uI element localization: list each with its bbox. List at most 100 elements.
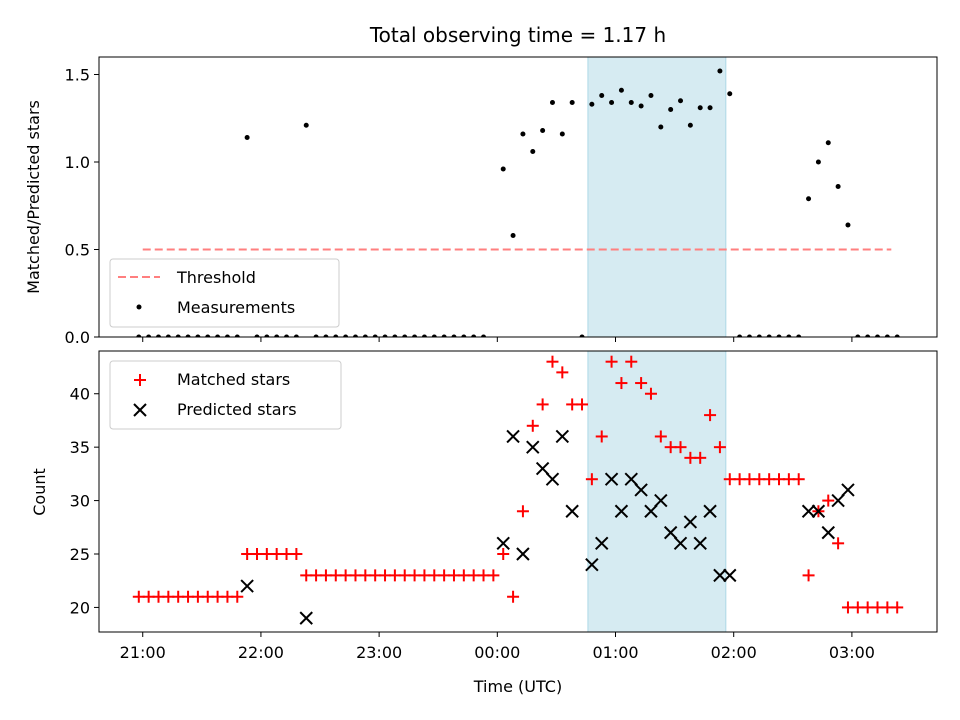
- measurement-point: [776, 334, 782, 337]
- measurement-point: [865, 334, 871, 337]
- matched-star-point: [556, 366, 569, 379]
- predicted-star-point: [526, 440, 540, 454]
- measurement-point: [510, 233, 516, 238]
- predicted-star-point: [565, 504, 579, 518]
- predicted-star-point: [506, 429, 520, 444]
- measurement-point: [697, 105, 703, 111]
- predicted-star-point: [299, 611, 313, 625]
- predicted-star-point: [585, 557, 599, 572]
- measurement-point: [727, 91, 733, 97]
- y-axis-label-count: Count: [30, 468, 49, 516]
- predicted-star-point: [516, 547, 530, 561]
- measurement-point: [559, 131, 565, 137]
- legend-measurements-swatch: [136, 304, 142, 310]
- measurement-point: [618, 87, 624, 93]
- predicted-star-point: [703, 504, 717, 518]
- predicted-star-point: [831, 493, 845, 508]
- x-tick-label: 00:00: [474, 643, 520, 662]
- panel-count: 20 25 30 35 40 21:00 22:00 23:00 00:00 01:00 02:0…: [30, 350, 938, 696]
- legend-ratio-box: [109, 258, 340, 328]
- measurement-point: [362, 334, 368, 337]
- measurement-point: [323, 334, 329, 337]
- measurement-point: [224, 334, 230, 337]
- measurement-point: [599, 93, 605, 98]
- matched-star-point: [546, 355, 559, 368]
- measurement-point: [461, 334, 467, 337]
- predicted-star-point: [595, 536, 609, 551]
- measurement-point: [569, 100, 575, 105]
- measurement-point: [372, 334, 378, 337]
- measurement-point: [638, 103, 644, 109]
- measurement-point: [284, 334, 290, 337]
- matched-star-point: [526, 419, 539, 432]
- y-tick-label-top: 1.5: [65, 66, 90, 85]
- predicted-star-point: [604, 472, 619, 486]
- matched-star-point: [822, 494, 835, 507]
- y-tick-label-top: 0.0: [65, 328, 90, 347]
- measurement-point: [786, 334, 792, 337]
- predicted-star-point: [240, 579, 254, 593]
- legend-ratio: Threshold Measurements: [109, 258, 340, 328]
- measurement-point: [668, 107, 674, 112]
- measurement-point: [412, 334, 418, 337]
- measurement-point: [884, 334, 890, 337]
- measurement-point: [609, 100, 615, 105]
- matched-star-point: [615, 377, 628, 390]
- measurement-point: [835, 184, 841, 189]
- matched-star-point: [713, 441, 726, 454]
- panel-ratio: 0.0 0.5 1.0 1.5 Matched/Predicted stars Thr…: [24, 56, 938, 347]
- matched-star-point: [802, 569, 815, 582]
- legend-count: Matched stars Predicted stars: [109, 360, 342, 430]
- legend-count-box: [109, 360, 342, 430]
- predicted-star-point: [713, 568, 727, 583]
- legend-matched-swatch: [134, 374, 146, 386]
- measurement-point: [530, 149, 536, 154]
- measurement-point: [894, 334, 900, 337]
- predicted-star-point: [545, 472, 560, 486]
- measurement-point: [756, 334, 762, 337]
- measurement-point: [431, 334, 437, 337]
- measurement-point: [589, 101, 595, 107]
- measurement-point: [648, 93, 654, 98]
- measurement-point: [481, 334, 487, 337]
- observing-window-bot: [587, 351, 727, 632]
- measurement-point: [717, 68, 723, 74]
- matched-star-point: [536, 398, 549, 411]
- predicted-star-point: [801, 504, 816, 518]
- measurement-point: [343, 334, 349, 337]
- y-tick-label-bot: 40: [70, 385, 90, 404]
- legend-measurements-label: Measurements: [177, 298, 295, 317]
- measurement-point: [451, 334, 457, 337]
- y-tick-label-bot: 25: [70, 545, 90, 564]
- predicted-star-point: [535, 461, 550, 476]
- matched-star-point: [674, 441, 687, 454]
- matched-star-point: [595, 430, 608, 443]
- matched-star-point: [635, 377, 648, 390]
- measurement-point: [500, 166, 506, 172]
- predicted-star-point: [634, 483, 648, 497]
- legend-threshold-label: Threshold: [176, 268, 256, 287]
- measurement-point: [658, 124, 664, 130]
- measurement-point: [352, 334, 358, 337]
- measurement-point: [825, 140, 831, 146]
- measurement-point: [293, 334, 299, 337]
- measurement-point: [185, 334, 191, 337]
- matched-star-point: [231, 590, 244, 603]
- measurement-point: [205, 334, 211, 337]
- x-tick-label: 22:00: [238, 643, 284, 662]
- measurement-point: [815, 159, 821, 165]
- matched-star-point: [497, 548, 510, 561]
- predicted-star-point: [555, 429, 570, 444]
- matched-star-point: [704, 409, 717, 422]
- matched-star-point: [290, 548, 303, 561]
- matched-star-point: [516, 505, 529, 518]
- predicted-star-point: [723, 568, 737, 583]
- measurement-point: [845, 222, 851, 228]
- x-tick-label: 01:00: [592, 643, 638, 662]
- x-tick-label: 21:00: [120, 643, 166, 662]
- measurement-point: [195, 334, 201, 337]
- predicted-star-point: [654, 493, 668, 508]
- y-tick-label-top: 1.0: [65, 153, 90, 172]
- x-tick-label: 02:00: [711, 643, 757, 662]
